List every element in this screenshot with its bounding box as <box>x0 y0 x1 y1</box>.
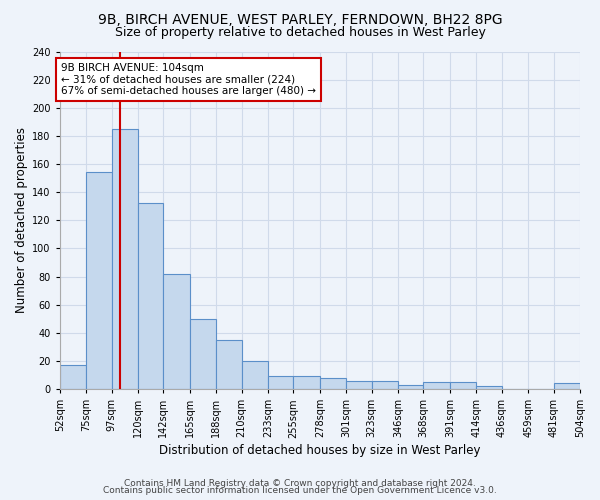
Bar <box>398 385 424 389</box>
Bar <box>86 172 112 389</box>
Bar <box>320 378 346 389</box>
Bar <box>217 340 242 389</box>
Bar <box>163 274 190 389</box>
Bar <box>424 382 450 389</box>
Bar <box>450 382 476 389</box>
Text: Contains public sector information licensed under the Open Government Licence v3: Contains public sector information licen… <box>103 486 497 495</box>
Bar <box>138 204 163 389</box>
Text: Contains HM Land Registry data © Crown copyright and database right 2024.: Contains HM Land Registry data © Crown c… <box>124 478 476 488</box>
Y-axis label: Number of detached properties: Number of detached properties <box>15 128 28 314</box>
Bar <box>112 129 138 389</box>
Bar <box>190 318 217 389</box>
Bar <box>554 384 580 389</box>
Bar <box>346 380 371 389</box>
Bar <box>60 365 86 389</box>
Bar <box>293 376 320 389</box>
Text: 9B, BIRCH AVENUE, WEST PARLEY, FERNDOWN, BH22 8PG: 9B, BIRCH AVENUE, WEST PARLEY, FERNDOWN,… <box>98 12 502 26</box>
Bar <box>371 380 398 389</box>
Text: 9B BIRCH AVENUE: 104sqm
← 31% of detached houses are smaller (224)
67% of semi-d: 9B BIRCH AVENUE: 104sqm ← 31% of detache… <box>61 63 316 96</box>
Text: Size of property relative to detached houses in West Parley: Size of property relative to detached ho… <box>115 26 485 39</box>
Bar <box>476 386 502 389</box>
X-axis label: Distribution of detached houses by size in West Parley: Distribution of detached houses by size … <box>159 444 481 458</box>
Bar <box>242 361 268 389</box>
Bar <box>268 376 293 389</box>
